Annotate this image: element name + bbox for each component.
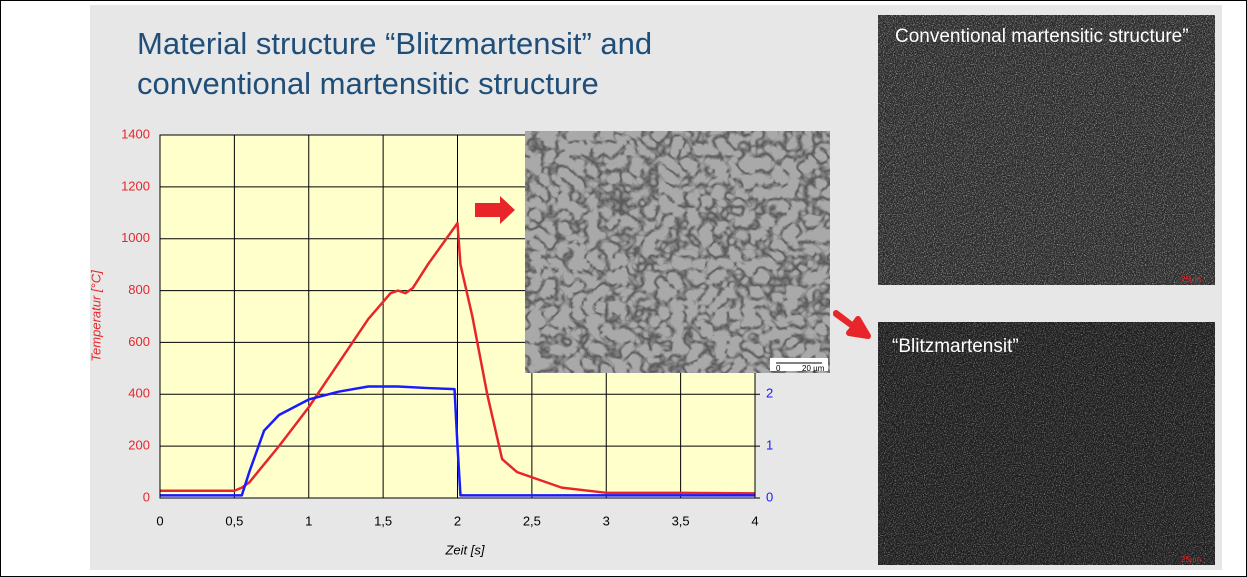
x-tick-label: 1,5: [374, 513, 392, 528]
image-caption: “Blitzmartensit”: [892, 336, 1019, 358]
sem-scale-label: 20 µm: [802, 364, 824, 373]
conventional-image-texture: [878, 15, 1215, 285]
x-tick-label: 3,5: [672, 513, 690, 528]
slide-title: Material structure “Blitzmartensit” and …: [137, 24, 797, 104]
image-scale: 25µm: [1181, 275, 1201, 284]
image-scale: 25µm: [1181, 555, 1201, 564]
x-tick-label: 3: [603, 513, 610, 528]
blitz-image-texture: [878, 322, 1215, 565]
y2-tick-label: 1: [766, 438, 773, 453]
y2-tick-label: 0: [766, 489, 773, 504]
y-axis-label: Temperatur [°C]: [88, 270, 103, 362]
sem-image-texture: [525, 131, 830, 373]
y-tick-label: 400: [128, 386, 150, 401]
x-axis-label: Zeit [s]: [444, 542, 484, 557]
x-tick-label: 0,5: [225, 513, 243, 528]
y-tick-label: 1200: [121, 178, 150, 193]
y-tick-label: 600: [128, 334, 150, 349]
x-tick-label: 2: [454, 513, 461, 528]
x-tick-label: 1: [305, 513, 312, 528]
y-tick-label: 1000: [121, 230, 150, 245]
y2-tick-label: 2: [766, 386, 773, 401]
slide-page: Zeit [s] Temperatur [°C] 0 0,5 1 1,5 2 2,5 3 3,…: [0, 0, 1247, 577]
x-tick-label: 2,5: [523, 513, 541, 528]
y-tick-label: 200: [128, 438, 150, 453]
x-tick-label: 0: [156, 513, 163, 528]
image-caption: Conventional martensitic structure”: [895, 26, 1195, 48]
y-tick-label: 0: [143, 489, 150, 504]
sem-scale-start: 0: [776, 364, 780, 373]
y-tick-label: 1400: [121, 126, 150, 141]
x-tick-label: 4: [751, 513, 758, 528]
y-tick-label: 800: [128, 282, 150, 297]
